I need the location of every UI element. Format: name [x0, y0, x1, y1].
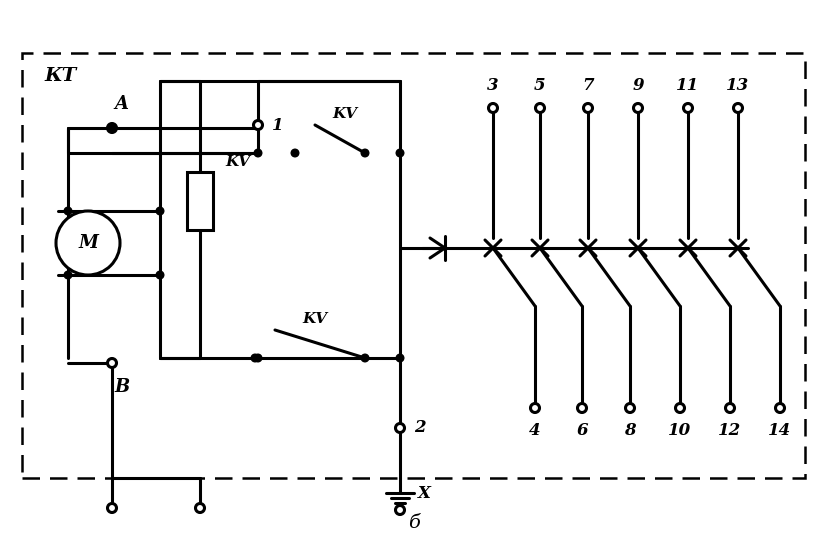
Circle shape — [583, 104, 592, 112]
Text: KV: KV — [225, 155, 250, 169]
Circle shape — [361, 149, 368, 157]
Text: M: M — [78, 234, 98, 252]
Text: B: B — [114, 378, 129, 396]
Text: 1: 1 — [272, 117, 284, 134]
Circle shape — [108, 123, 117, 132]
Text: 9: 9 — [632, 77, 643, 94]
Circle shape — [156, 271, 164, 279]
Circle shape — [56, 211, 120, 275]
Circle shape — [488, 104, 497, 112]
Circle shape — [65, 207, 72, 215]
Circle shape — [108, 503, 117, 513]
Text: 3: 3 — [486, 77, 498, 94]
Bar — [22, 53, 804, 478]
Circle shape — [253, 121, 262, 129]
Circle shape — [254, 149, 261, 157]
Circle shape — [65, 271, 72, 279]
Text: 5: 5 — [533, 77, 545, 94]
Circle shape — [251, 354, 259, 362]
Circle shape — [195, 503, 204, 513]
Circle shape — [535, 104, 544, 112]
Circle shape — [675, 403, 684, 413]
Circle shape — [733, 104, 742, 112]
Text: A: A — [114, 95, 128, 113]
Text: X: X — [418, 484, 430, 502]
Text: 6: 6 — [576, 422, 587, 439]
Text: КТ: КТ — [44, 67, 76, 85]
Circle shape — [576, 403, 586, 413]
Text: 8: 8 — [624, 422, 635, 439]
Circle shape — [724, 403, 734, 413]
Text: 12: 12 — [718, 422, 741, 439]
Circle shape — [624, 403, 633, 413]
Circle shape — [156, 207, 164, 215]
Bar — [187, 172, 213, 230]
Text: б: б — [408, 514, 419, 532]
Circle shape — [395, 424, 404, 433]
Text: 7: 7 — [581, 77, 593, 94]
Circle shape — [395, 506, 404, 515]
Text: 4: 4 — [528, 422, 540, 439]
Circle shape — [291, 149, 299, 157]
Text: 2: 2 — [414, 420, 425, 437]
Circle shape — [396, 354, 404, 362]
Circle shape — [108, 358, 117, 368]
Circle shape — [530, 403, 539, 413]
Text: 10: 10 — [667, 422, 691, 439]
Text: KV: KV — [332, 107, 357, 121]
Circle shape — [775, 403, 783, 413]
Circle shape — [361, 354, 368, 362]
Circle shape — [108, 124, 116, 132]
Circle shape — [633, 104, 642, 112]
Text: 14: 14 — [767, 422, 791, 439]
Circle shape — [254, 354, 261, 362]
Circle shape — [682, 104, 691, 112]
Circle shape — [396, 149, 404, 157]
Text: 11: 11 — [676, 77, 699, 94]
Text: 13: 13 — [725, 77, 748, 94]
Text: KV: KV — [302, 312, 327, 326]
